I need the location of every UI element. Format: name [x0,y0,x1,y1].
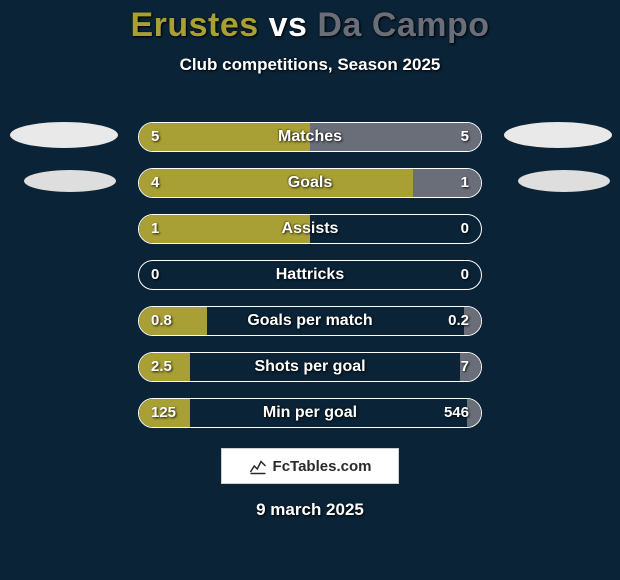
player2-bar [413,169,481,197]
decor-ellipse [504,122,612,148]
stat-row: 0.8Goals per match0.2 [138,306,482,336]
comparison-chart: 5Matches54Goals11Assists00Hattricks00.8G… [0,122,620,442]
player1-name: Erustes [130,6,258,44]
player1-bar [139,307,207,335]
player2-value: 546 [444,399,469,427]
player1-bar [139,399,190,427]
stat-row: 1Assists0 [138,214,482,244]
decor-ellipse [24,170,116,192]
player2-bar [467,399,481,427]
player1-bar [139,123,310,151]
player1-bar [139,353,190,381]
stat-label: Hattricks [139,261,481,289]
player2-value: 0 [461,215,469,243]
stat-row: 125Min per goal546 [138,398,482,428]
vs-label: vs [269,6,308,44]
credit-badge[interactable]: FcTables.com [221,448,399,484]
date-label: 9 march 2025 [0,500,620,520]
credit-text: FcTables.com [273,458,372,475]
player2-bar [310,123,481,151]
stat-label: Min per goal [139,399,481,427]
decor-ellipse [518,170,610,192]
stat-row: 2.5Shots per goal7 [138,352,482,382]
page-title: Erustes vs Da Campo [0,0,620,45]
stat-row: 5Matches5 [138,122,482,152]
player2-name: Da Campo [317,6,489,44]
decor-ellipse [10,122,118,148]
subtitle: Club competitions, Season 2025 [0,55,620,75]
player2-value: 0 [461,261,469,289]
player1-bar [139,215,310,243]
stat-row: 0Hattricks0 [138,260,482,290]
stat-label: Shots per goal [139,353,481,381]
player1-value: 0 [151,261,159,289]
player2-bar [464,307,481,335]
player1-bar [139,169,413,197]
player2-bar [460,353,481,381]
stat-row: 4Goals1 [138,168,482,198]
chart-line-icon [249,457,267,475]
